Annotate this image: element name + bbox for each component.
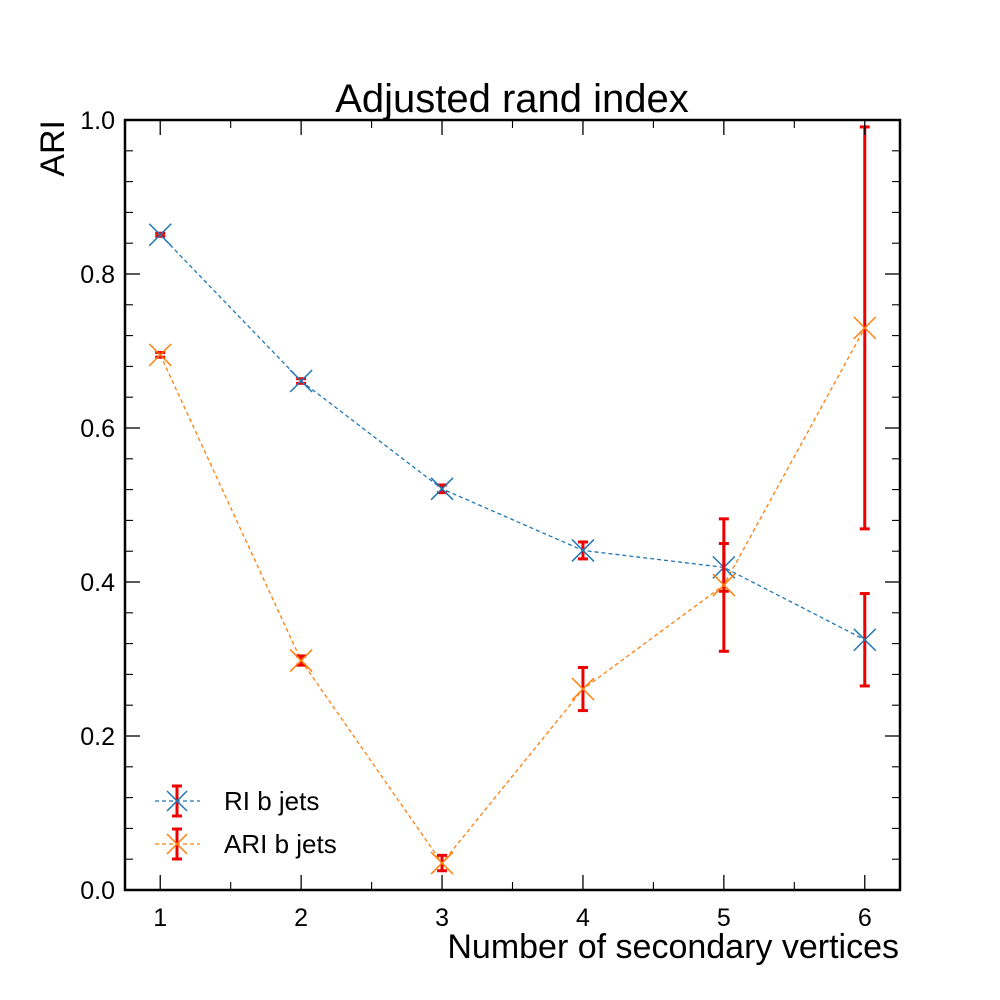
marker-s1-p3 xyxy=(571,677,595,701)
y-tick-label-3: 0.6 xyxy=(80,415,115,443)
y-tick-label-4: 0.8 xyxy=(80,261,115,289)
marker-s1-p4 xyxy=(712,573,736,597)
marker-s0-p2-stroke-b xyxy=(430,477,454,501)
legend-marker-1-stroke-b xyxy=(166,833,188,855)
legend-label-ari: ARI b jets xyxy=(224,829,337,859)
plot-frame xyxy=(123,118,902,892)
marker-s1-p2 xyxy=(430,851,454,875)
marker-s0-p1 xyxy=(289,369,313,393)
y-axis-title: ARI xyxy=(34,120,72,177)
marker-s0-p0 xyxy=(148,223,172,247)
x-tick-label-2: 2 xyxy=(294,904,308,932)
legend-marker-0 xyxy=(166,790,188,812)
x-tick-label-5: 5 xyxy=(717,904,731,932)
legend-symbol-ari xyxy=(155,827,200,861)
y-tick-label-5: 1.0 xyxy=(80,107,115,135)
marker-s1-p4-stroke-b xyxy=(712,573,736,597)
marker-s0-p3-stroke-b xyxy=(571,538,595,562)
marker-s0-p5-stroke-b xyxy=(853,628,877,652)
y-tick-label-2: 0.4 xyxy=(80,569,115,597)
series-line-1 xyxy=(159,327,866,865)
marker-s0-p5 xyxy=(853,628,877,652)
x-tick-label-3: 3 xyxy=(435,904,449,932)
legend-label-ri: RI b jets xyxy=(224,786,319,816)
errorbar-layer xyxy=(148,125,877,875)
marker-s0-p2 xyxy=(430,477,454,501)
marker-s0-p0-stroke-b xyxy=(148,223,172,247)
x-tick-label-6: 6 xyxy=(858,904,872,932)
chart-title: Adjusted rand index xyxy=(335,77,689,121)
marker-s1-p0 xyxy=(148,343,172,367)
marker-s1-p1 xyxy=(289,649,313,673)
x-tick-label-4: 4 xyxy=(576,904,590,932)
marker-s0-p3 xyxy=(571,538,595,562)
axes-layer: 1 2 3 4 5 6 0.0 0.2 0.4 0.6 0.8 1.0 xyxy=(80,107,902,932)
legend-marker-1 xyxy=(166,833,188,855)
marker-s1-p0-stroke-b xyxy=(148,343,172,367)
y-tick-label-0: 0.0 xyxy=(80,877,115,905)
x-axis-title: Number of secondary vertices xyxy=(447,928,899,966)
marker-s1-p5-stroke-b xyxy=(853,316,877,340)
series-layer xyxy=(159,234,866,865)
legend: RI b jets ARI b jets xyxy=(155,784,337,861)
series-line-0 xyxy=(159,234,866,641)
legend-symbol-ri xyxy=(155,784,200,818)
marker-s1-p2-stroke-b xyxy=(430,851,454,875)
legend-entry-0: RI b jets xyxy=(155,784,319,818)
legend-marker-0-stroke-b xyxy=(166,790,188,812)
marker-s1-p3-stroke-b xyxy=(571,677,595,701)
marker-s0-p1-stroke-b xyxy=(289,369,313,393)
y-tick-label-1: 0.2 xyxy=(80,723,115,751)
marker-s1-p5 xyxy=(853,316,877,340)
legend-entry-1: ARI b jets xyxy=(155,827,337,861)
x-tick-label-1: 1 xyxy=(153,904,167,932)
marker-s1-p1-stroke-b xyxy=(289,649,313,673)
